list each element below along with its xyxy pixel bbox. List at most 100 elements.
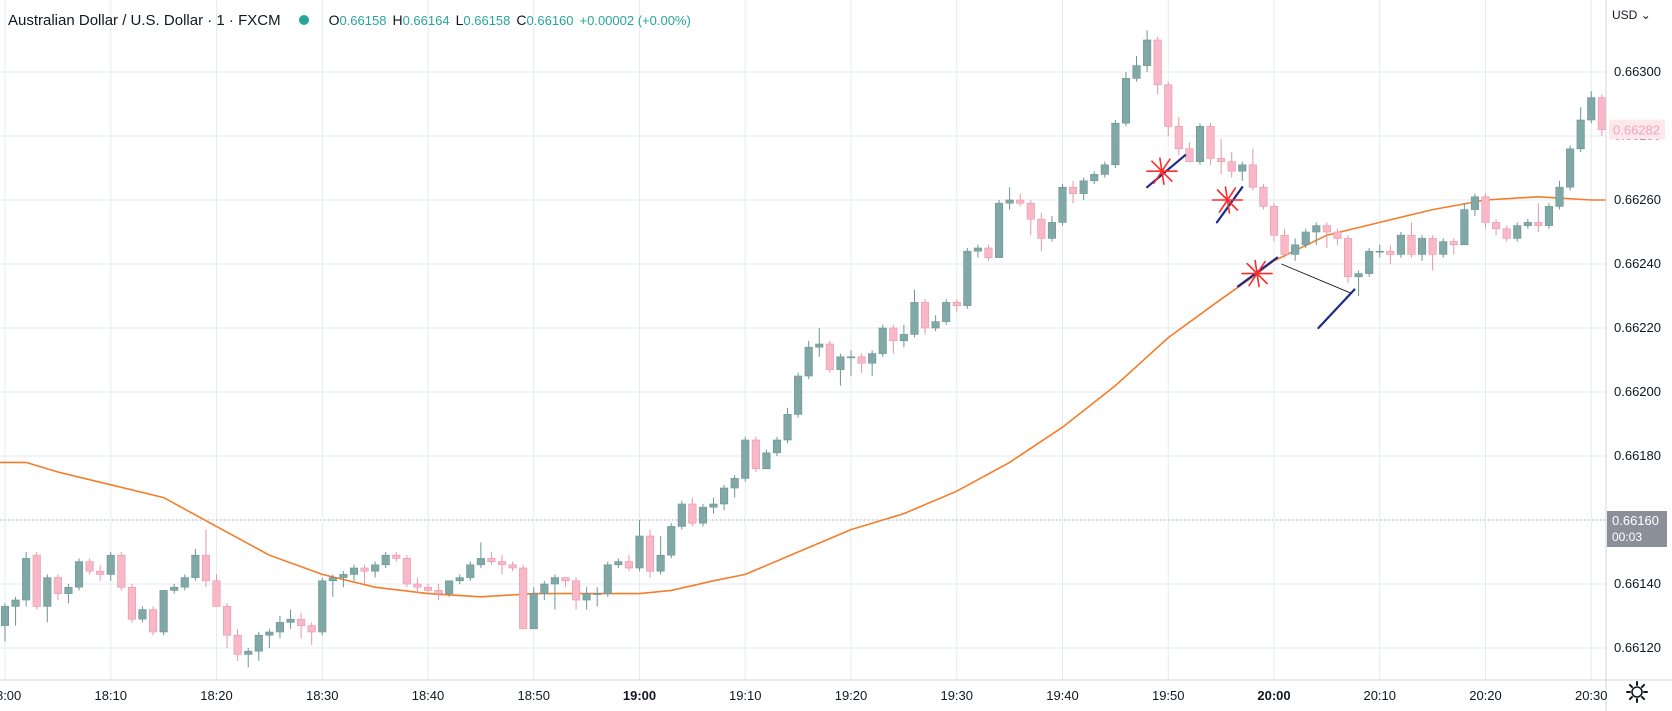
candle-body bbox=[159, 590, 168, 633]
candle-body bbox=[1566, 148, 1575, 188]
candle-down bbox=[1280, 228, 1289, 258]
candle-up bbox=[1439, 238, 1448, 258]
candle-body bbox=[96, 570, 105, 575]
candle-body bbox=[994, 202, 1004, 258]
candle-body bbox=[212, 580, 221, 607]
candle-body bbox=[804, 346, 813, 377]
candle-body bbox=[846, 356, 856, 359]
candle-up bbox=[878, 324, 887, 357]
time-tick-label: 20:30 bbox=[1575, 688, 1608, 703]
candle-down bbox=[1016, 193, 1025, 207]
candle-down bbox=[1597, 94, 1606, 136]
candle-up bbox=[64, 584, 73, 604]
candle-body bbox=[434, 590, 443, 594]
candle-body bbox=[1206, 126, 1215, 159]
candle-up bbox=[910, 289, 919, 338]
time-tick-label: 18:00 bbox=[0, 688, 21, 703]
time-tick-label: 20:20 bbox=[1469, 688, 1502, 703]
candle-up bbox=[371, 561, 380, 578]
candle-up bbox=[159, 590, 168, 636]
candle-down bbox=[1227, 152, 1236, 178]
candle-down bbox=[952, 299, 961, 312]
candle-body bbox=[307, 625, 316, 633]
close-value: 0.66160 bbox=[526, 12, 574, 28]
candle-down bbox=[1333, 228, 1342, 245]
candle-down bbox=[1534, 203, 1543, 232]
candle-body bbox=[413, 583, 422, 588]
candle-up bbox=[170, 584, 179, 594]
candle-body bbox=[74, 561, 84, 588]
candle-up bbox=[963, 248, 972, 309]
candle-body bbox=[1079, 180, 1088, 194]
currency-dropdown[interactable]: USD ⌄ bbox=[1612, 8, 1651, 22]
candle-body bbox=[402, 558, 411, 585]
settings-button[interactable] bbox=[1624, 679, 1650, 705]
time-tick-label: 18:30 bbox=[306, 688, 339, 703]
trend-line-drawing bbox=[1317, 288, 1356, 330]
candle-down bbox=[1217, 139, 1226, 175]
time-tick-label: 18:40 bbox=[412, 688, 445, 703]
candle-down bbox=[1502, 225, 1511, 242]
candle-body bbox=[466, 564, 475, 578]
time-tick-label: 19:40 bbox=[1046, 688, 1079, 703]
candle-up bbox=[720, 484, 729, 511]
candle-up bbox=[1375, 244, 1384, 258]
countdown-label: 00:03 bbox=[1612, 530, 1642, 544]
red-star-marker bbox=[1241, 259, 1273, 288]
candle-down bbox=[487, 552, 496, 565]
candle-up bbox=[254, 632, 263, 661]
candle-up bbox=[698, 504, 708, 527]
candle-body bbox=[825, 343, 834, 370]
candle-body bbox=[973, 247, 982, 252]
candle-down bbox=[96, 564, 105, 581]
candle-body bbox=[730, 478, 739, 489]
candle-body bbox=[0, 606, 10, 626]
candle-body bbox=[1460, 209, 1469, 246]
star-stroke bbox=[1254, 259, 1260, 288]
time-axis-background bbox=[0, 680, 1672, 711]
candle-up bbox=[455, 574, 464, 584]
candle-body bbox=[603, 564, 612, 594]
candle-up bbox=[1354, 270, 1363, 296]
price-tick-label: 0.66260 bbox=[1614, 192, 1661, 207]
candle-up bbox=[1312, 222, 1321, 245]
candle-down bbox=[413, 577, 422, 594]
candle-up bbox=[43, 574, 52, 623]
candle-body bbox=[1333, 231, 1342, 239]
candle-up bbox=[656, 536, 665, 575]
candle-body bbox=[487, 558, 496, 562]
candle-body bbox=[571, 580, 581, 601]
price-tick-label: 0.66220 bbox=[1614, 320, 1661, 335]
candle-up bbox=[466, 561, 475, 581]
candle-down bbox=[149, 606, 158, 636]
candle-up bbox=[1100, 161, 1109, 178]
candle-body bbox=[138, 609, 147, 620]
candle-down bbox=[423, 584, 433, 594]
candle-up bbox=[973, 244, 982, 258]
drawings-layer[interactable] bbox=[1145, 154, 1356, 330]
candle-body bbox=[349, 567, 359, 575]
candle-body bbox=[1470, 196, 1479, 210]
current-price-tag bbox=[1607, 511, 1667, 547]
candle-body bbox=[508, 564, 517, 569]
candle-body bbox=[984, 247, 993, 258]
candle-up bbox=[1238, 161, 1247, 181]
candle-body bbox=[1026, 202, 1035, 220]
candle-down bbox=[212, 574, 221, 607]
candle-body bbox=[180, 577, 189, 588]
candle-body bbox=[1439, 241, 1448, 255]
symbol-title[interactable]: Australian Dollar / U.S. Dollar · 1 · FX… bbox=[8, 11, 281, 29]
candle-body bbox=[106, 554, 115, 575]
candle-down bbox=[53, 574, 62, 600]
candle-body bbox=[772, 439, 782, 454]
candle-up bbox=[1460, 203, 1469, 246]
price-tick-label: 0.66240 bbox=[1614, 256, 1661, 271]
candle-body bbox=[1047, 222, 1056, 239]
candle-up bbox=[1470, 193, 1479, 216]
candle-body bbox=[201, 554, 210, 582]
candle-up bbox=[1195, 123, 1205, 165]
candle-down bbox=[857, 353, 866, 373]
candle-up bbox=[11, 596, 20, 626]
candle-down bbox=[1269, 203, 1279, 242]
